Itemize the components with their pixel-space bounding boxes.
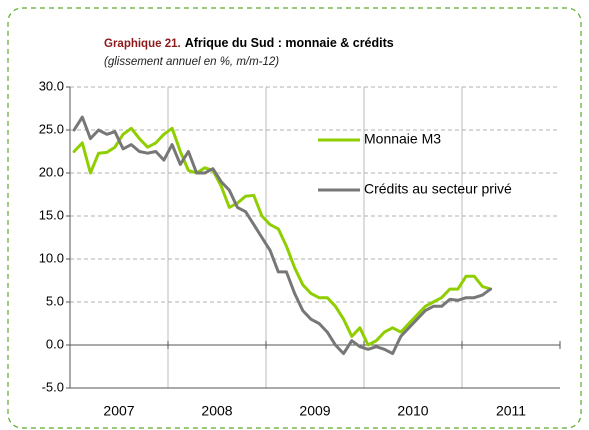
- chart-title: Afrique du Sud : monnaie & crédits: [185, 36, 394, 50]
- x-tick-label: 2007: [103, 403, 134, 419]
- y-tick-label: -5.0: [42, 379, 64, 394]
- y-tick-label: 5.0: [46, 293, 64, 308]
- y-tick-label: 0.0: [46, 336, 64, 351]
- y-tick-label: 15.0: [39, 207, 64, 222]
- x-tick-label: 2011: [496, 403, 526, 419]
- y-tick-label: 20.0: [39, 164, 64, 179]
- x-tick-label: 2010: [397, 403, 428, 419]
- series-line: [72, 126, 493, 347]
- x-tick-label: 2008: [201, 403, 232, 419]
- y-tick-label: 30.0: [39, 78, 64, 93]
- x-tick-label: 2009: [299, 403, 330, 419]
- y-tick-label: 25.0: [39, 121, 64, 136]
- series-line: [72, 115, 493, 356]
- subtitle: (glissement annuel en %, m/m-12): [104, 56, 279, 68]
- legend-label: Monnaie M3: [364, 131, 441, 147]
- frame: [7, 7, 582, 429]
- figure-number: Graphique 21.: [104, 38, 181, 50]
- title: Graphique 21. Afrique du Sud : monnaie & …: [104, 36, 394, 50]
- legend-label: Crédits au secteur privé: [364, 181, 512, 197]
- y-tick-label: 10.0: [39, 250, 64, 265]
